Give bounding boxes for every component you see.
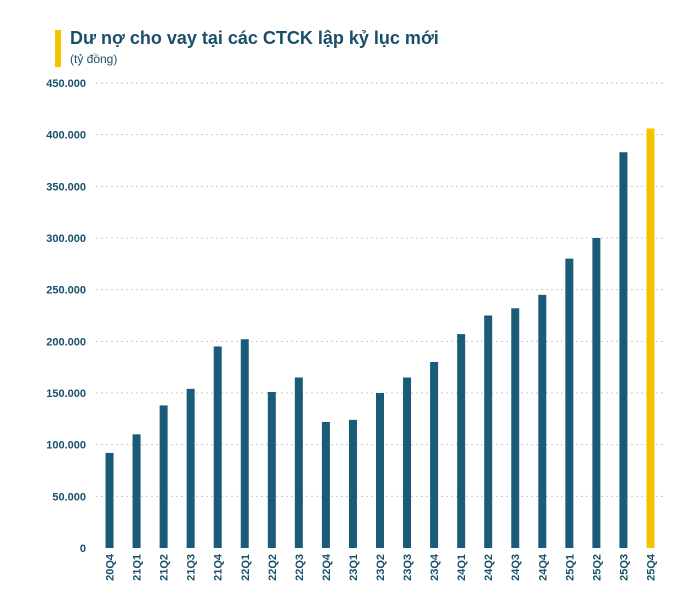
x-tick-label: 22Q4 (321, 553, 333, 581)
bar-25Q3 (619, 152, 628, 548)
bar-23Q4 (430, 362, 439, 548)
x-tick-label: 23Q4 (429, 553, 441, 581)
x-tick-label: 22Q3 (294, 554, 306, 581)
x-tick-label: 20Q4 (105, 553, 117, 581)
y-tick-label: 400.000 (46, 130, 86, 142)
y-tick-label: 150.000 (46, 388, 86, 400)
x-tick-label: 23Q3 (402, 554, 414, 581)
x-tick-label: 21Q3 (186, 554, 198, 581)
bar-25Q4 (646, 128, 655, 548)
x-tick-label: 22Q2 (267, 554, 279, 581)
bar-21Q4 (213, 346, 222, 548)
y-tick-label: 200.000 (46, 336, 86, 348)
bars (105, 128, 655, 548)
x-tick-label: 23Q1 (348, 554, 360, 581)
x-tick-label: 22Q1 (240, 554, 252, 581)
title-accent-bar (55, 30, 61, 67)
x-axis-ticks: 20Q4 21Q1 21Q2 21Q3 21Q4 22Q1 22Q2 22Q3 22Q4 23Q1… (105, 553, 658, 581)
chart-unit-label: (tỷ đồng) (70, 52, 118, 66)
x-tick-label: 25Q2 (591, 554, 603, 581)
x-tick-label: 24Q3 (510, 554, 522, 581)
y-tick-label: 100.000 (46, 440, 86, 452)
bar-23Q1 (348, 419, 357, 548)
x-tick-label: 25Q3 (618, 554, 630, 581)
bar-24Q1 (457, 334, 466, 548)
x-tick-label: 21Q2 (159, 554, 171, 581)
bar-24Q2 (484, 315, 493, 548)
x-tick-label: 25Q4 (645, 553, 657, 581)
bar-23Q2 (376, 393, 384, 548)
bar-23Q3 (403, 377, 412, 548)
bar-24Q4 (538, 294, 547, 548)
y-tick-label: 50.000 (52, 491, 86, 503)
bar-25Q1 (565, 258, 574, 548)
y-tick-label: 0 (80, 543, 86, 555)
bar-22Q1 (240, 339, 249, 548)
bar-20Q4 (105, 452, 114, 548)
x-tick-label: 21Q4 (213, 553, 225, 581)
x-tick-label: 25Q1 (564, 554, 576, 581)
x-tick-label: 24Q1 (456, 554, 468, 581)
y-tick-label: 300.000 (46, 233, 86, 245)
bar-22Q2 (267, 391, 276, 548)
chart-title: Dư nợ cho vay tại các CTCK lập kỷ lục mớ… (70, 28, 439, 48)
bar-24Q3 (511, 308, 520, 548)
bar-21Q3 (186, 388, 195, 548)
y-tick-label: 250.000 (46, 285, 86, 297)
y-axis-ticks: 0 50.000 100.000 150.000 200.000 250.000 300.0… (46, 78, 86, 555)
x-tick-label: 24Q2 (483, 554, 495, 581)
x-tick-label: 24Q4 (537, 553, 549, 581)
x-tick-label: 21Q1 (132, 554, 144, 581)
y-tick-label: 350.000 (46, 181, 86, 193)
bar-21Q2 (159, 405, 168, 548)
bar-25Q2 (592, 238, 601, 548)
bar-22Q3 (294, 377, 303, 548)
bar-21Q1 (132, 434, 141, 548)
x-tick-label: 23Q2 (375, 554, 387, 581)
bar-22Q4 (321, 421, 330, 548)
y-tick-label: 450.000 (46, 78, 86, 90)
